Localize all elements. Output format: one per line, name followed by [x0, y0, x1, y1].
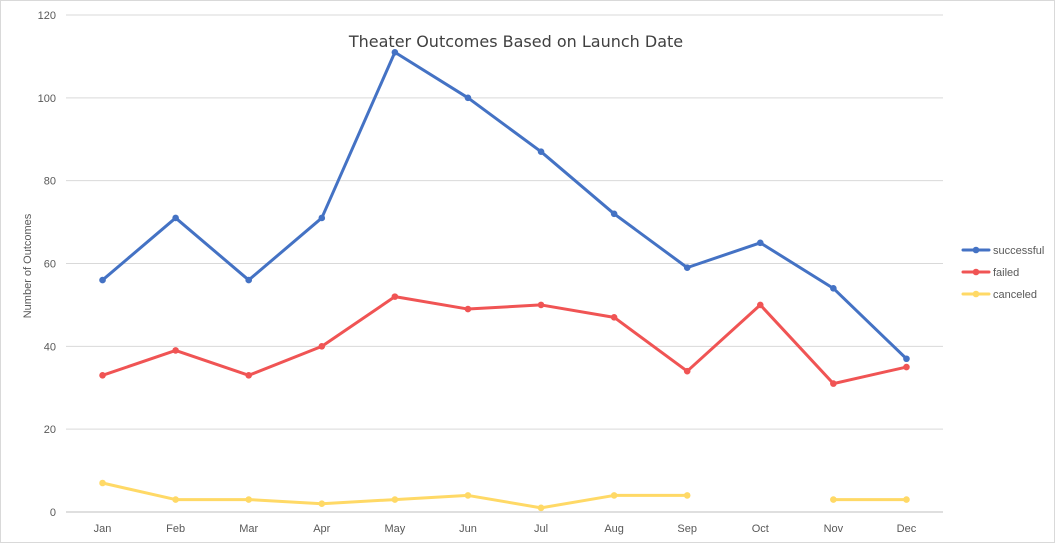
series-successful — [99, 48, 910, 363]
x-tick-label: Jul — [534, 523, 548, 535]
data-point-failed — [683, 367, 691, 375]
data-point-successful — [683, 264, 691, 271]
y-tick-label: 20 — [44, 424, 56, 436]
x-tick-label: Aug — [604, 523, 624, 535]
data-point-failed — [172, 347, 179, 354]
legend-item-successful: successful — [961, 245, 1044, 257]
x-tick-label: Nov — [824, 523, 844, 535]
legend-item-failed: failed — [961, 267, 1019, 279]
y-tick-label: 120 — [38, 10, 56, 22]
x-tick-label: Oct — [752, 523, 769, 535]
data-point-failed — [464, 305, 472, 313]
data-point-failed — [99, 372, 106, 379]
data-point-successful — [903, 355, 910, 363]
data-point-successful — [830, 285, 837, 292]
data-point-canceled — [391, 496, 399, 503]
x-tick-label: Dec — [897, 523, 917, 535]
data-point-canceled — [318, 500, 326, 508]
data-point-canceled — [245, 496, 253, 503]
y-axis-title: Number of Outcomes — [22, 213, 34, 318]
data-point-canceled — [537, 504, 545, 512]
y-tick-label: 80 — [44, 176, 56, 188]
data-point-failed — [830, 380, 837, 387]
legend: successful failed canceled — [961, 245, 1044, 301]
series-lines — [99, 48, 910, 512]
y-tick-label: 0 — [50, 507, 56, 519]
y-tick-label: 60 — [44, 259, 56, 271]
series-failed — [99, 293, 910, 387]
x-tick-label: Sep — [677, 523, 697, 535]
x-tick-label: Mar — [239, 523, 258, 535]
legend-swatch-marker — [972, 246, 980, 254]
x-axis-ticks: Jan Feb Mar Apr May Jun Jul Aug Sep Oct Nov Dec — [94, 523, 917, 535]
series-line-successful — [101, 50, 908, 361]
data-point-canceled — [830, 496, 837, 503]
data-point-canceled — [683, 492, 691, 499]
chart-title: Theater Outcomes Based on Launch Date — [348, 32, 683, 51]
data-point-successful — [391, 48, 399, 56]
data-point-failed — [756, 301, 764, 309]
data-point-successful — [318, 214, 326, 222]
data-point-failed — [391, 293, 399, 300]
legend-swatch-marker — [972, 268, 980, 276]
legend-swatch-marker — [972, 290, 980, 298]
data-point-successful — [756, 239, 764, 247]
data-point-canceled — [99, 479, 106, 487]
data-point-successful — [610, 210, 618, 218]
data-point-successful — [99, 276, 106, 284]
x-tick-label: Jan — [94, 523, 112, 535]
series-line-canceled — [101, 481, 689, 510]
data-point-canceled — [464, 492, 472, 499]
gridlines — [66, 14, 943, 513]
x-tick-label: Jun — [459, 523, 477, 535]
x-tick-label: May — [384, 523, 405, 535]
series-line-failed — [101, 295, 908, 386]
y-tick-label: 100 — [38, 93, 56, 105]
series-canceled — [99, 479, 910, 512]
data-point-successful — [172, 214, 179, 222]
data-point-failed — [318, 343, 326, 350]
data-point-canceled — [903, 496, 910, 503]
legend-item-canceled: canceled — [961, 289, 1037, 301]
legend-label: canceled — [993, 289, 1037, 301]
data-point-canceled — [172, 496, 179, 503]
data-point-failed — [610, 314, 618, 321]
data-point-failed — [245, 372, 253, 379]
y-axis-ticks: 0 20 40 60 80 100 120 — [38, 10, 56, 519]
legend-label: successful — [993, 245, 1044, 257]
x-tick-label: Feb — [166, 523, 185, 535]
data-point-successful — [245, 276, 253, 284]
x-tick-label: Apr — [313, 523, 330, 535]
data-point-successful — [537, 148, 545, 155]
data-point-successful — [464, 94, 472, 102]
y-tick-label: 40 — [44, 341, 56, 353]
legend-label: failed — [993, 267, 1019, 279]
data-point-failed — [903, 363, 910, 371]
data-point-failed — [537, 301, 545, 309]
data-point-canceled — [610, 492, 618, 499]
